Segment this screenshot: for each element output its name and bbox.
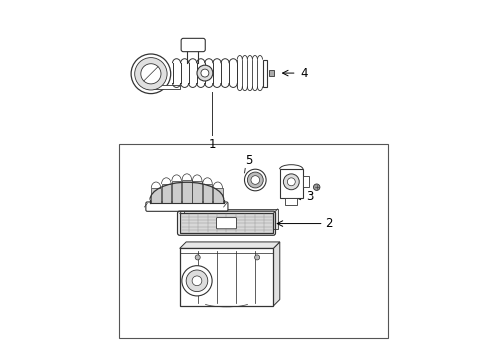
FancyBboxPatch shape bbox=[145, 202, 227, 211]
Bar bbox=[151, 188, 161, 203]
Circle shape bbox=[186, 270, 207, 292]
Text: 2: 2 bbox=[325, 217, 332, 230]
Bar bbox=[262, 60, 266, 87]
Text: 4: 4 bbox=[300, 67, 307, 80]
Text: 5: 5 bbox=[244, 154, 252, 167]
Bar bbox=[268, 70, 274, 76]
Circle shape bbox=[131, 54, 170, 94]
Circle shape bbox=[195, 255, 200, 260]
Bar bbox=[147, 85, 179, 90]
Circle shape bbox=[244, 169, 265, 191]
Circle shape bbox=[250, 176, 259, 184]
Text: 1: 1 bbox=[208, 138, 215, 151]
Bar bbox=[171, 181, 181, 203]
FancyBboxPatch shape bbox=[216, 217, 236, 229]
Bar bbox=[182, 180, 191, 203]
Bar bbox=[179, 248, 273, 306]
Circle shape bbox=[134, 58, 167, 90]
Circle shape bbox=[254, 255, 259, 260]
Bar bbox=[161, 184, 171, 203]
Circle shape bbox=[247, 172, 263, 188]
Circle shape bbox=[313, 184, 319, 190]
Text: 3: 3 bbox=[306, 190, 313, 203]
Bar bbox=[303, 176, 309, 187]
Circle shape bbox=[283, 174, 299, 190]
FancyBboxPatch shape bbox=[181, 39, 205, 52]
Circle shape bbox=[201, 69, 208, 77]
Bar bbox=[192, 181, 202, 203]
Circle shape bbox=[287, 178, 295, 186]
Circle shape bbox=[141, 64, 161, 84]
Bar bbox=[285, 198, 297, 205]
Circle shape bbox=[182, 266, 212, 296]
Polygon shape bbox=[273, 242, 279, 306]
Bar bbox=[172, 63, 237, 83]
Bar bbox=[202, 184, 212, 203]
Bar bbox=[179, 213, 273, 233]
Bar bbox=[279, 169, 303, 198]
Polygon shape bbox=[179, 242, 279, 248]
Circle shape bbox=[197, 65, 212, 81]
Bar bbox=[213, 188, 222, 203]
Bar bbox=[118, 144, 387, 338]
Bar bbox=[183, 209, 277, 229]
Circle shape bbox=[192, 276, 202, 286]
